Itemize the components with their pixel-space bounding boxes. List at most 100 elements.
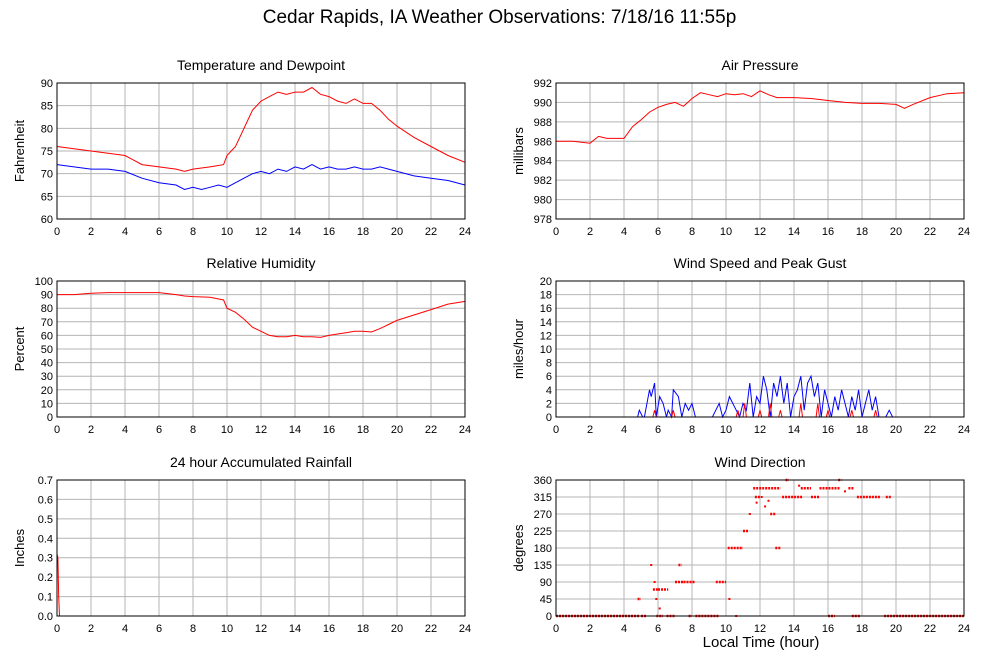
direction-y-tick-label: 135 — [534, 560, 552, 572]
rain-x-tick-label: 24 — [459, 623, 471, 635]
pressure-y-axis-label: millibars — [511, 127, 526, 175]
direction-y-tick-label: 90 — [540, 577, 552, 589]
humidity-x-tick-label: 8 — [190, 424, 196, 436]
wind-y-axis-label: miles/hour — [511, 318, 526, 379]
humidity-y-tick-label: 70 — [41, 317, 53, 329]
temp-x-tick-label: 18 — [357, 226, 369, 238]
direction-x-tick-label: 18 — [856, 623, 868, 635]
direction-point — [658, 607, 661, 610]
rain-y-tick-label: 0.0 — [38, 611, 53, 623]
direction-x-tick-label: 24 — [958, 623, 970, 635]
wind-x-tick-label: 22 — [924, 424, 936, 436]
rain-x-tick-label: 14 — [289, 623, 301, 635]
rain-x-tick-label: 0 — [54, 623, 60, 635]
humidity-y-axis-label: Percent — [12, 326, 27, 371]
temp-series-0-line — [56, 86, 466, 172]
humidity-x-tick-label: 0 — [54, 424, 60, 436]
pressure-x-tick-label: 6 — [655, 226, 661, 238]
direction-point — [767, 499, 770, 502]
wind-x-tick-label: 12 — [754, 424, 766, 436]
wind-x-tick-label: 16 — [822, 424, 834, 436]
direction-point — [655, 598, 658, 600]
wind-panel-title: Wind Speed and Peak Gust — [674, 255, 847, 271]
temp-x-tick-label: 4 — [122, 226, 128, 238]
rain-y-axis-label: Inches — [12, 528, 27, 567]
temp-y-tick-label: 80 — [41, 123, 53, 135]
wind-series-0-line — [556, 374, 964, 419]
pressure-y-tick-label: 986 — [534, 136, 552, 148]
wind-x-tick-label: 2 — [587, 424, 593, 436]
humidity-x-tick-label: 20 — [391, 424, 403, 436]
rain-x-tick-label: 18 — [357, 623, 369, 635]
direction-y-tick-label: 45 — [540, 594, 552, 606]
wind-frame — [555, 280, 965, 418]
rain-x-tick-label: 4 — [122, 623, 128, 635]
temp-y-tick-label: 75 — [41, 146, 53, 158]
wind-y-tick-label: 4 — [546, 385, 552, 397]
pressure-x-tick-label: 2 — [587, 226, 593, 238]
wind-x-tick-label: 0 — [553, 424, 559, 436]
direction-y-axis-label: degrees — [511, 524, 526, 571]
pressure-panel-title: Air Pressure — [721, 57, 798, 73]
direction-y-tick-label: 225 — [534, 526, 552, 538]
pressure-x-tick-label: 20 — [890, 226, 902, 238]
wind-x-tick-label: 20 — [890, 424, 902, 436]
humidity-y-tick-label: 40 — [41, 358, 53, 370]
wind-y-tick-label: 8 — [546, 358, 552, 370]
humidity-x-tick-label: 2 — [88, 424, 94, 436]
wind-x-tick-label: 14 — [788, 424, 800, 436]
temp-x-tick-label: 10 — [221, 226, 233, 238]
humidity-x-tick-label: 4 — [122, 424, 128, 436]
pressure-x-tick-label: 0 — [553, 226, 559, 238]
humidity-x-tick-label: 6 — [156, 424, 162, 436]
direction-point — [748, 513, 751, 515]
wind-y-tick-label: 12 — [540, 330, 552, 342]
direction-x-tick-label: 20 — [890, 623, 902, 635]
direction-point — [760, 496, 763, 498]
rain-y-tick-label: 0.4 — [38, 533, 53, 545]
humidity-y-tick-label: 60 — [41, 330, 53, 342]
humidity-y-tick-label: 80 — [41, 303, 53, 315]
direction-point — [653, 581, 656, 583]
rain-x-tick-label: 16 — [323, 623, 335, 635]
humidity-x-tick-label: 12 — [255, 424, 267, 436]
direction-x-tick-label: 0 — [553, 623, 559, 635]
pressure-y-tick-label: 980 — [534, 195, 552, 207]
direction-panel-title: Wind Direction — [714, 454, 805, 470]
temp-y-tick-label: 90 — [41, 78, 53, 90]
rain-x-tick-label: 6 — [156, 623, 162, 635]
pressure-series-0-line — [556, 90, 965, 144]
x-axis-label: Local Time (hour) — [702, 634, 820, 651]
direction-x-tick-label: 16 — [822, 623, 834, 635]
page-title: Cedar Rapids, IA Weather Observations: 7… — [262, 7, 737, 28]
pressure-x-tick-label: 10 — [720, 226, 732, 238]
direction-x-tick-label: 22 — [924, 623, 936, 635]
direction-point — [650, 564, 653, 566]
temp-y-tick-label: 60 — [41, 214, 53, 226]
humidity-y-tick-label: 10 — [41, 398, 53, 410]
temp-x-tick-label: 20 — [391, 226, 403, 238]
wind-y-tick-label: 6 — [546, 371, 552, 383]
rain-y-tick-label: 0.6 — [38, 494, 53, 506]
wind-y-tick-label: 16 — [540, 303, 552, 315]
humidity-y-tick-label: 100 — [35, 276, 53, 288]
humidity-x-tick-label: 18 — [357, 424, 369, 436]
rain-y-tick-label: 0.7 — [38, 475, 53, 487]
pressure-x-tick-label: 22 — [924, 226, 936, 238]
rain-frame — [56, 479, 466, 617]
humidity-panel-title: Relative Humidity — [207, 255, 316, 271]
direction-y-tick-label: 180 — [534, 543, 552, 555]
rain-y-tick-label: 0.5 — [38, 514, 53, 526]
humidity-x-tick-label: 24 — [459, 424, 471, 436]
pressure-y-tick-label: 984 — [534, 156, 552, 168]
temp-x-tick-label: 2 — [88, 226, 94, 238]
humidity-frame — [56, 280, 466, 418]
temp-x-tick-label: 22 — [425, 226, 437, 238]
pressure-x-tick-label: 14 — [788, 226, 800, 238]
pressure-x-tick-label: 16 — [822, 226, 834, 238]
temp-y-tick-label: 85 — [41, 101, 53, 113]
temp-x-tick-label: 6 — [156, 226, 162, 238]
direction-x-tick-label: 10 — [720, 623, 732, 635]
wind-y-tick-label: 2 — [546, 398, 552, 410]
